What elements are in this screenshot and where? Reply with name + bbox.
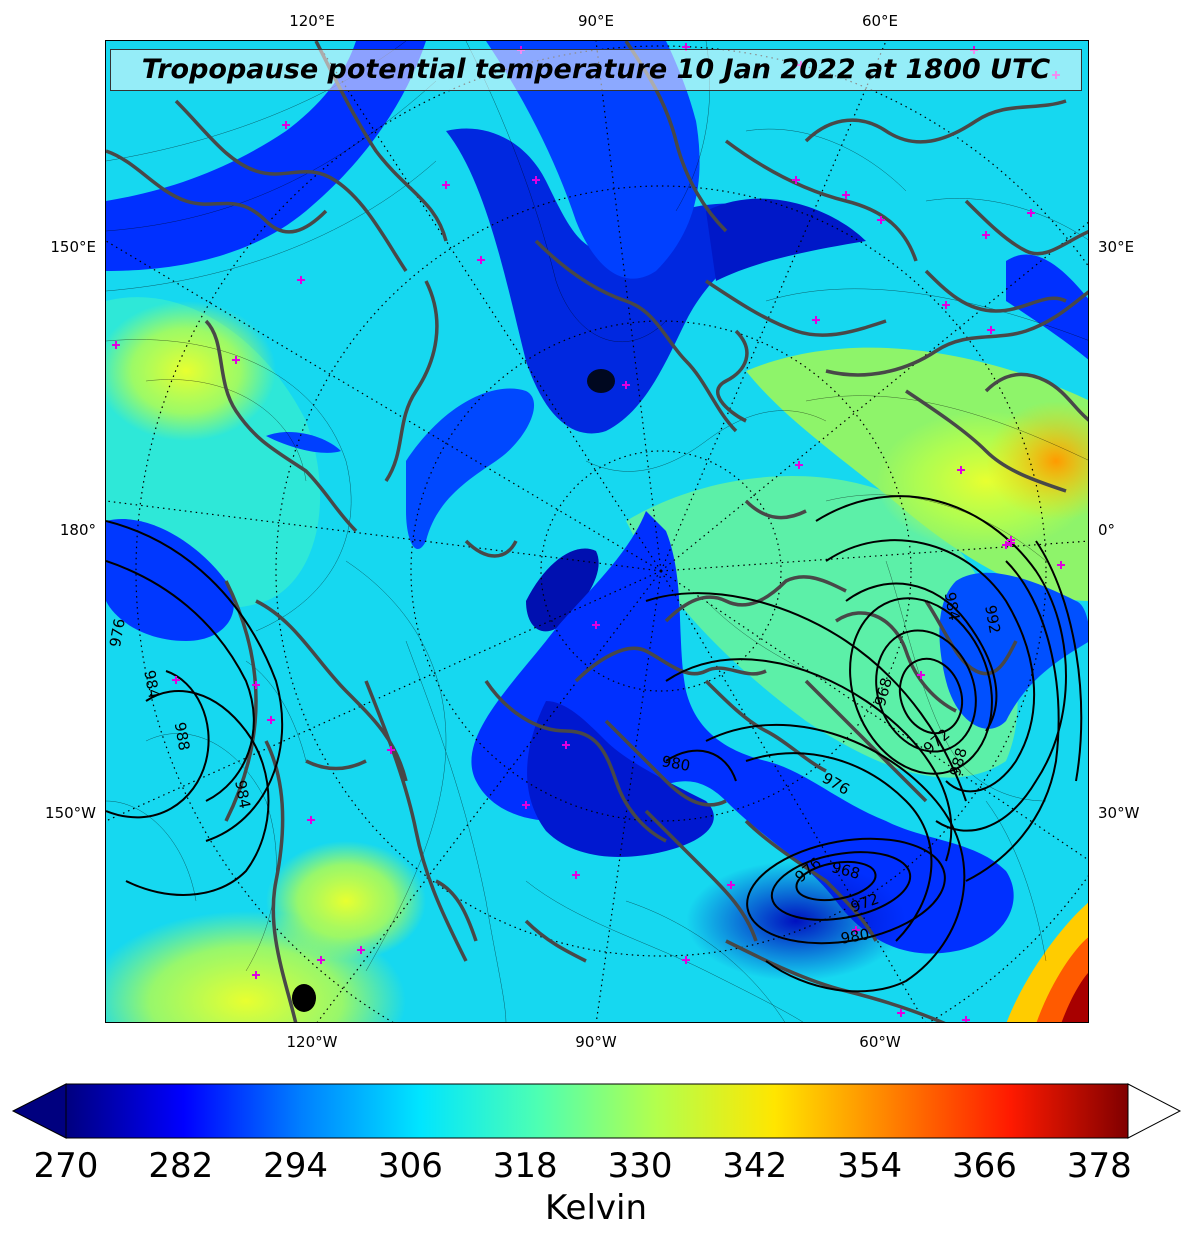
cold-band [526, 548, 599, 632]
lon-label-left: 150°E [50, 238, 96, 256]
colorbar-tick: 330 [607, 1146, 673, 1186]
lon-label-right: 30°E [1098, 238, 1135, 256]
station-markers [112, 43, 1065, 1022]
cold-band [471, 511, 1014, 954]
lon-label-right: 0° [1098, 521, 1116, 539]
colorbar-tick: 270 [33, 1146, 99, 1186]
lon-label-left: 150°W [45, 804, 96, 822]
cold-band [406, 388, 535, 550]
contour-label: 984 [941, 591, 964, 622]
cold-core [292, 984, 316, 1012]
map-title: Tropopause potential temperature 10 Jan … [110, 49, 1082, 91]
colorbar-tick: 342 [722, 1146, 788, 1186]
colorbar-label: Kelvin [544, 1188, 648, 1228]
colorbar-tick: 354 [837, 1146, 903, 1186]
colorbar-gradient [65, 1083, 1129, 1139]
cold-band [266, 431, 341, 453]
theta-contours [106, 41, 1088, 1022]
lon-label-left: 180° [59, 521, 96, 539]
lon-label-bottom: 60°W [859, 1033, 901, 1051]
coastlines [106, 41, 1088, 1022]
hot-corner [1061, 973, 1088, 1022]
contour-label: 988 [171, 721, 194, 752]
cold-band [106, 519, 234, 641]
lon-label-top: 60°E [861, 12, 899, 30]
lon-label-bottom: 120°W [286, 1033, 338, 1051]
cold-band [486, 41, 700, 279]
colorbar-tick: 282 [148, 1146, 214, 1186]
lon-label-bottom: 90°W [575, 1033, 617, 1051]
cold-band [706, 198, 866, 281]
lon-label-right: 30°W [1098, 804, 1140, 822]
contour-label: 980 [660, 752, 691, 775]
cold-band [686, 861, 906, 981]
warm-anomaly [266, 841, 426, 961]
colorbar-tick: 366 [952, 1146, 1017, 1186]
tropopause-map: 976 984 988 984 980 976 968 972 976 968 … [106, 41, 1088, 1022]
pressure-contours [106, 495, 1083, 993]
map-panel: 976 984 988 984 980 976 968 972 976 968 … [105, 40, 1089, 1023]
contour-label: 976 [106, 617, 129, 648]
cold-band [527, 701, 714, 857]
contour-label: 984 [231, 779, 254, 810]
contour-label: 992 [981, 604, 1004, 635]
cold-core [587, 369, 615, 393]
cold-band [1006, 254, 1088, 360]
contour-label: 980 [839, 925, 870, 948]
cold-band [939, 572, 1088, 729]
colorbar-tick: 294 [263, 1146, 329, 1186]
colorbar-tick: 318 [492, 1146, 558, 1186]
contour-label: 984 [140, 669, 163, 700]
colorbar-high-extension [1127, 1083, 1182, 1139]
colorbar-low-extension [11, 1083, 67, 1139]
lon-label-top: 90°E [577, 12, 615, 30]
colorbar-tick: 306 [377, 1146, 443, 1186]
colorbar-tick: 378 [1066, 1146, 1132, 1186]
colorbar [11, 1083, 1182, 1139]
lon-label-top: 120°E [289, 12, 335, 30]
